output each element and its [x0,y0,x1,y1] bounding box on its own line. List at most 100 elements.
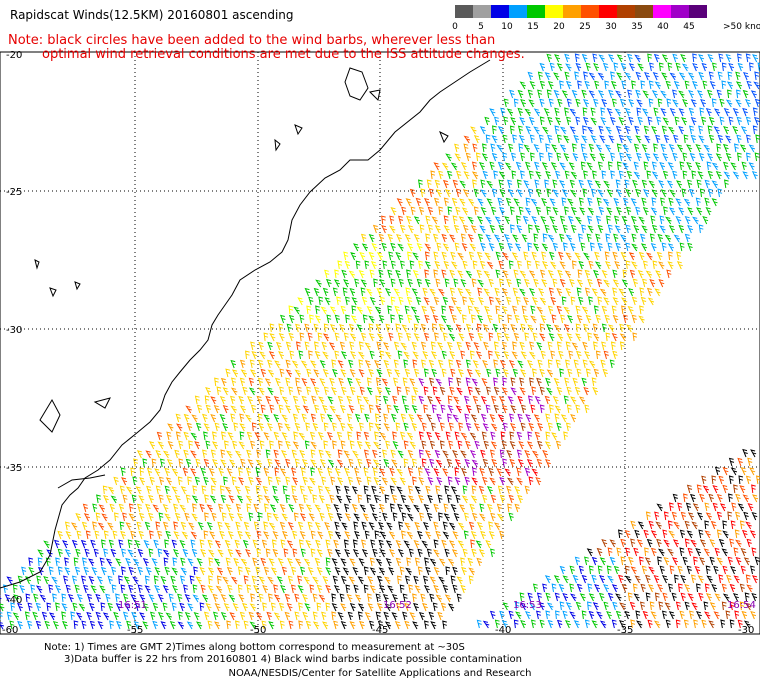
wind-barb [584,556,590,566]
wind-barb [413,504,420,513]
wind-barb [682,98,688,108]
wind-barb [615,242,621,252]
wind-barb [244,485,251,495]
wind-barb [511,252,518,261]
wind-barb [52,593,57,603]
wind-barb [432,314,439,324]
wind-barb [279,386,285,396]
wind-barb [306,386,312,396]
wind-barb [308,350,313,360]
wind-barb [436,413,442,423]
wind-barb [448,333,456,342]
wind-barb [556,134,562,144]
wind-barb [291,485,297,495]
wind-barb [232,603,239,612]
wind-barb [350,386,356,396]
wind-barb [423,503,430,513]
wind-barb [41,611,48,621]
wind-barb [498,395,505,405]
wind-barb [510,323,517,333]
wind-barb [554,405,561,414]
wind-barb [397,503,403,513]
wind-barb [652,72,659,81]
wind-barb [373,494,380,504]
wind-barb [253,503,259,513]
wind-barb [302,611,308,621]
wind-barb [529,81,536,90]
wind-barb [607,224,613,234]
wind-barb [67,593,74,603]
wind-barb [488,242,495,252]
wind-barb [502,152,508,162]
wind-barb [525,414,532,423]
wind-barb [471,278,477,288]
wind-barb [493,234,501,243]
wind-barb [705,107,712,117]
wind-barb [649,601,655,611]
wind-barb [433,503,439,513]
wind-barb [658,261,665,270]
wind-barb [168,593,174,603]
wind-barb [139,477,146,486]
wind-barb [258,341,264,351]
wind-barb [513,619,519,629]
wind-barb [305,620,312,630]
wind-barb [208,467,215,477]
wind-barb [684,520,690,530]
wind-barb [673,134,679,144]
wind-barb [649,279,656,288]
wind-barb [268,351,275,360]
wind-barb [494,287,500,297]
wind-barb [537,359,543,369]
wind-barb [477,287,483,297]
wind-barb [438,323,445,333]
wind-barb [667,162,674,171]
wind-barb [551,314,557,324]
wind-barb [704,530,711,539]
wind-barb [750,90,757,99]
wind-barb [217,503,224,513]
wind-barb [407,485,413,495]
wind-barb [443,513,450,522]
wind-barb [577,269,583,279]
wind-barb [545,143,550,153]
wind-barb [732,107,739,117]
wind-barb [733,143,739,153]
wind-barb [592,602,599,611]
wind-barb [112,530,118,540]
wind-barb [149,476,155,486]
wind-barb [362,314,368,324]
wind-barb [730,162,737,171]
wind-barb [587,332,592,342]
wind-barb [208,575,213,585]
wind-barb [323,323,329,333]
wind-barb [37,566,44,576]
wind-barb [563,206,569,216]
wind-barb [258,387,265,396]
wind-barb [347,611,354,621]
wind-barb [463,143,469,153]
wind-barb [357,351,365,360]
wind-barb [258,576,265,585]
wind-barb [444,485,450,495]
wind-barb [351,305,357,315]
wind-barb [609,359,615,369]
wind-barb [651,90,658,99]
wind-barb [469,432,477,441]
wind-barb [499,494,506,504]
wind-barb [166,458,173,468]
wind-barb [245,350,250,360]
wind-barb [658,279,665,288]
wind-barb [356,476,362,486]
wind-barb [148,548,154,558]
wind-barb [87,558,95,567]
wind-barb [637,116,643,126]
wind-barb [407,449,414,459]
wind-barb [122,512,128,522]
wind-barb [395,602,402,612]
wind-barb [353,584,359,594]
wind-barb [633,547,639,557]
wind-barb [331,611,337,621]
wind-barb [520,619,527,629]
wind-barb [541,243,548,252]
